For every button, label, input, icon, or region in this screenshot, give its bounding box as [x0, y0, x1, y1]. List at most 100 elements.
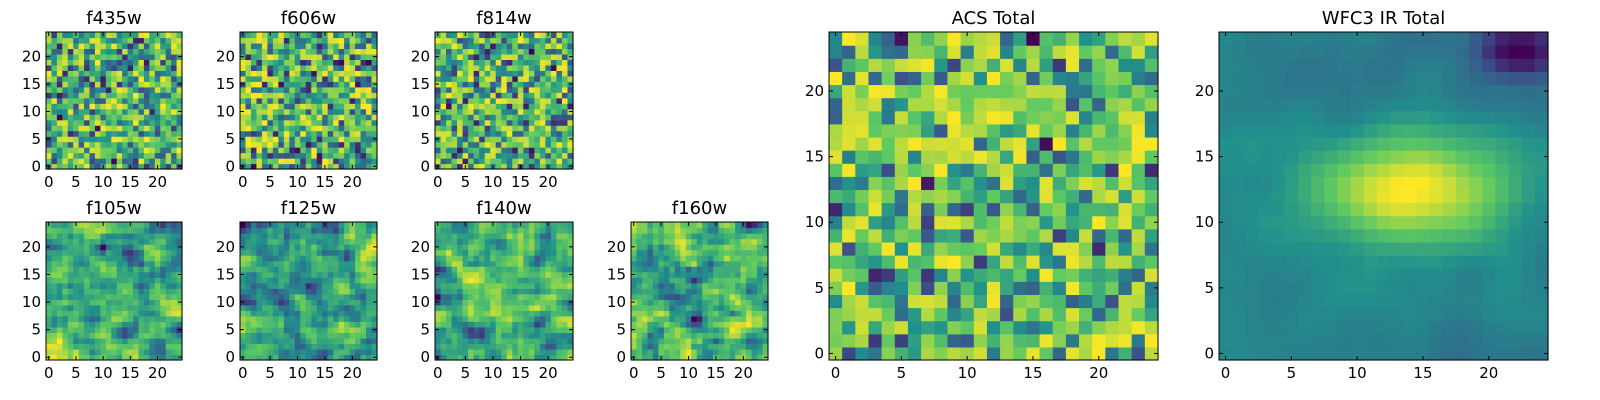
heatmap-cell: [143, 315, 150, 322]
heatmap-cell: [669, 332, 676, 339]
y-tick-label: 0: [225, 348, 235, 366]
heatmap-cell: [663, 348, 670, 356]
heatmap-cell: [116, 266, 123, 273]
heatmap-cell: [322, 158, 329, 165]
heatmap-cell: [316, 48, 323, 55]
heatmap-cell: [545, 321, 552, 328]
heatmap-cell: [143, 304, 150, 311]
heatmap-cell: [56, 141, 63, 148]
heatmap-cell: [473, 125, 480, 132]
heatmap-cell: [138, 244, 145, 251]
heatmap-cell: [240, 266, 247, 273]
heatmap-cell: [160, 271, 167, 278]
heatmap-cell: [245, 343, 252, 350]
heatmap-cell: [245, 75, 252, 82]
heatmap-cell: [349, 141, 356, 148]
heatmap-cell: [149, 130, 156, 137]
heatmap-cell: [523, 332, 530, 339]
heatmap-cell: [338, 326, 345, 333]
heatmap-cell: [1026, 241, 1041, 256]
heatmap-cell: [868, 320, 883, 335]
heatmap-cell: [751, 293, 758, 300]
heatmap-cell: [56, 321, 63, 328]
heatmap-cell: [829, 241, 843, 256]
heatmap-cell: [674, 315, 681, 322]
heatmap-cell: [545, 315, 552, 322]
heatmap-cell: [1118, 189, 1133, 204]
heatmap-cell: [327, 152, 334, 159]
heatmap-cell: [355, 32, 362, 39]
heatmap-cell: [327, 321, 334, 328]
heatmap-cell: [528, 260, 535, 267]
heatmap-cell: [680, 244, 687, 251]
heatmap-cell: [294, 108, 301, 115]
heatmap-cell: [501, 53, 508, 60]
heatmap-cell: [685, 288, 692, 295]
heatmap-cell: [62, 354, 69, 361]
heatmap-cell: [62, 114, 69, 121]
heatmap-cell: [344, 332, 351, 339]
heatmap-cell: [89, 136, 96, 143]
heatmap-cell: [349, 103, 356, 110]
heatmap-cell: [685, 332, 692, 339]
heatmap-cell: [484, 288, 491, 295]
heatmap-cell: [490, 348, 497, 356]
heatmap-cell: [451, 348, 458, 356]
heatmap-cell: [550, 310, 558, 317]
heatmap-cell: [724, 238, 731, 245]
heatmap-cell: [534, 59, 541, 66]
heatmap-cell: [490, 103, 497, 110]
heatmap-cell: [506, 97, 513, 104]
heatmap-cell: [855, 320, 870, 335]
heatmap-cell: [534, 299, 541, 306]
heatmap-cell: [545, 249, 552, 256]
heatmap-cell: [105, 293, 112, 300]
heatmap-cell: [84, 158, 91, 165]
heatmap-cell: [762, 310, 769, 317]
heatmap-cell: [250, 277, 258, 284]
heatmap-cell: [740, 282, 747, 289]
heatmap-cell: [256, 271, 263, 278]
heatmap-cell: [122, 103, 129, 110]
heatmap-cell: [545, 97, 552, 104]
heatmap-cell: [960, 294, 975, 309]
heatmap-cell: [371, 348, 378, 356]
heatmap-cell: [495, 332, 502, 339]
x-tick-label: 15: [511, 173, 530, 191]
heatmap-cell: [1092, 294, 1106, 309]
heatmap-cell: [94, 37, 101, 44]
heatmap-cell: [440, 282, 447, 289]
heatmap-cell: [333, 119, 340, 126]
heatmap-cell: [46, 288, 53, 295]
heatmap-cell: [62, 86, 69, 93]
heatmap-cells: [435, 222, 574, 361]
heatmap-cell: [696, 260, 703, 267]
heatmap-cell: [327, 92, 334, 99]
heatmap-cell: [122, 32, 129, 39]
heatmap-cell: [327, 97, 334, 104]
heatmap-cell: [490, 304, 497, 311]
heatmap-cell: [512, 152, 519, 159]
heatmap-cell: [1052, 294, 1067, 309]
heatmap-cell: [267, 108, 274, 115]
heatmap-cell: [294, 271, 301, 278]
heatmap-cell: [479, 337, 486, 345]
heatmap-cell: [322, 130, 329, 137]
heatmap-cell: [122, 141, 129, 148]
heatmap-cell: [501, 227, 508, 234]
heatmap-cell: [46, 48, 53, 55]
heatmap-cell: [355, 233, 362, 240]
heatmap-cell: [300, 114, 307, 121]
heatmap-cell: [111, 158, 118, 165]
heatmap-cell: [333, 321, 340, 328]
heatmap-cell: [729, 326, 736, 333]
heatmap-cell: [495, 249, 502, 256]
heatmap-cell: [707, 343, 714, 350]
heatmap-cell: [652, 260, 659, 267]
heatmap-cell: [89, 260, 96, 267]
heatmap-cell: [138, 255, 145, 262]
heatmap-cell: [685, 266, 692, 273]
heatmap-cell: [366, 141, 373, 148]
heatmap-cell: [539, 277, 546, 284]
